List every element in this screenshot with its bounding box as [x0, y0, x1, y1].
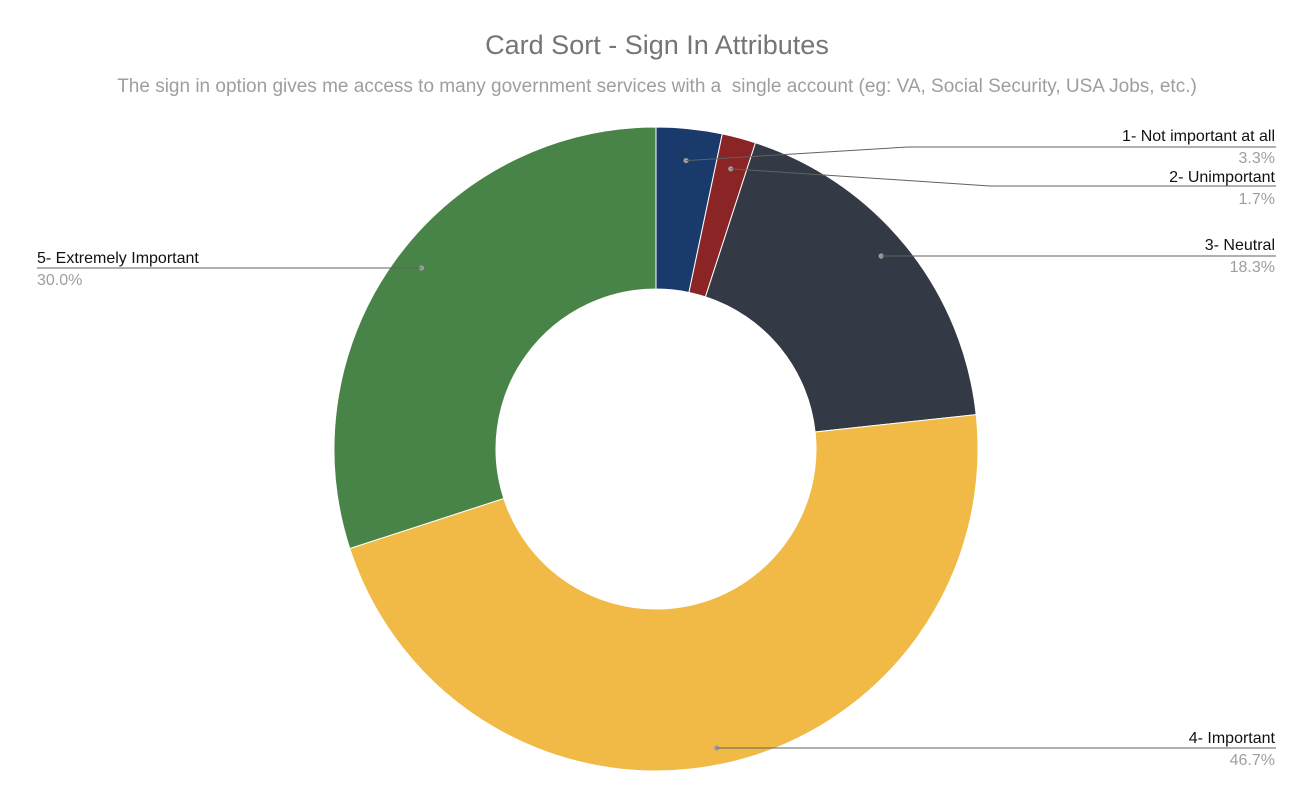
slice-extremely-important [333, 126, 657, 550]
slice-label-important: 4- Important [1189, 730, 1276, 747]
leader-line-unimportant [730, 168, 1276, 187]
slice-important [349, 414, 979, 772]
slice-label-extremely-important: 5- Extremely Important [37, 250, 199, 267]
slice-value-unimportant: 1.7% [1239, 191, 1275, 208]
slice-neutral [704, 142, 977, 433]
labels-layer: 1- Not important at all 3.3% 2- Unimportan… [37, 128, 1276, 769]
leader-line-not-important-at-all [685, 146, 1276, 162]
slices-layer [333, 126, 979, 772]
leader-lines-layer [37, 146, 1276, 751]
chart-subtitle: The sign in option gives me access to ma… [117, 76, 1197, 97]
slice-value-not-important-at-all: 3.3% [1239, 150, 1275, 167]
slice-value-neutral: 18.3% [1230, 259, 1275, 276]
slice-label-unimportant: 2- Unimportant [1169, 169, 1275, 186]
slice-value-extremely-important: 30.0% [37, 272, 82, 289]
slice-label-not-important-at-all: 1- Not important at all [1122, 128, 1275, 145]
slice-value-important: 46.7% [1230, 752, 1275, 769]
chart-title: Card Sort - Sign In Attributes [485, 30, 829, 60]
slice-label-neutral: 3- Neutral [1205, 237, 1275, 254]
